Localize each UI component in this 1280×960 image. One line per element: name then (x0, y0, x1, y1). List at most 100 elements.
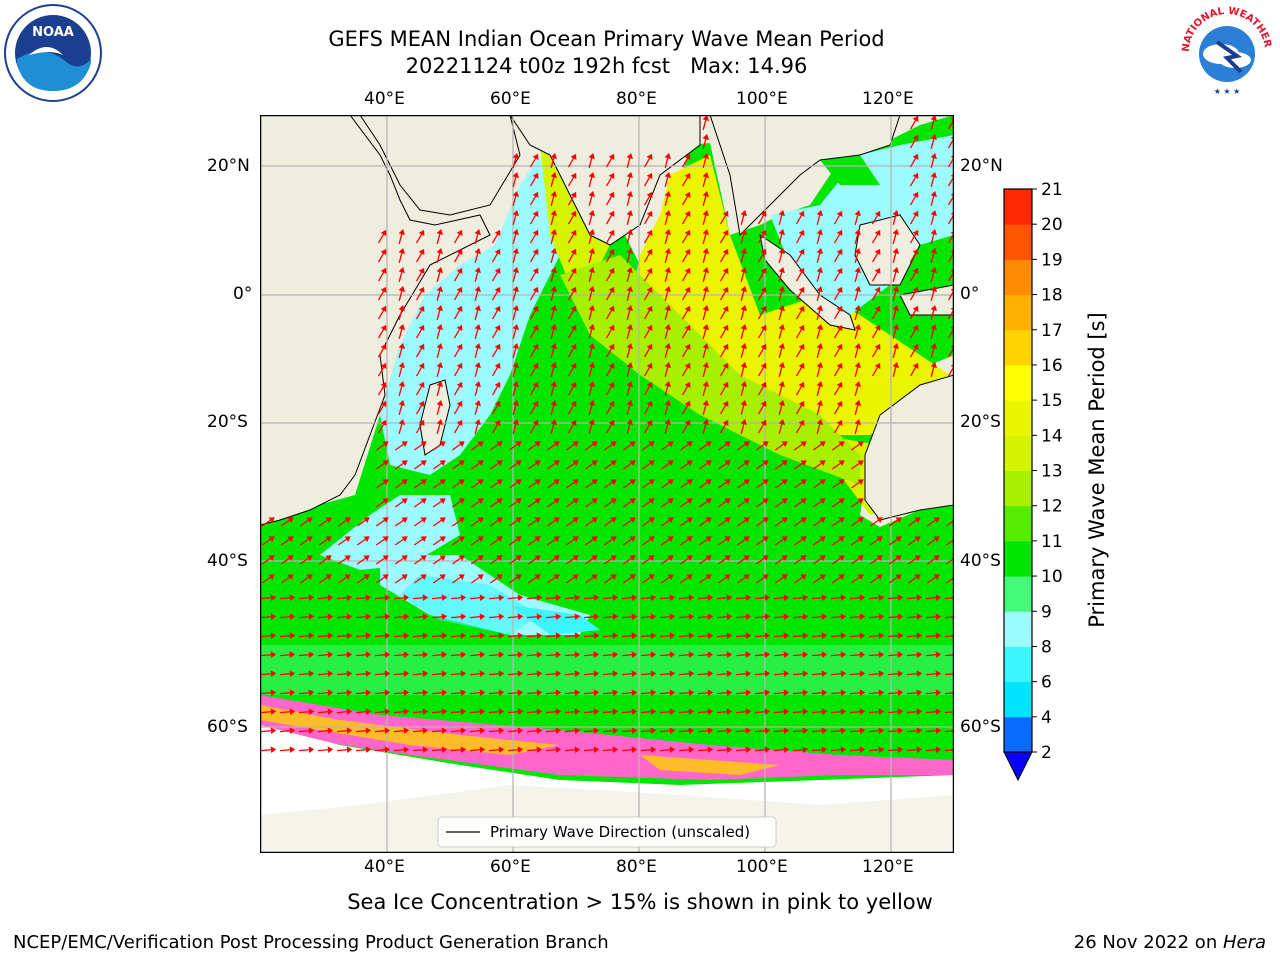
colorbar-ticks: 2 4 6 8 9 10 11 12 13 14 15 16 17 18 19 20 21 (1032, 180, 1063, 763)
wave-arrow-head (398, 400, 405, 407)
wave-arrow-head (722, 400, 729, 408)
wave-arrow-head (646, 419, 653, 427)
wave-arrow-head (762, 536, 769, 543)
wave-arrow-head (722, 381, 729, 389)
wave-arrow-head (439, 441, 446, 448)
wave-arrow-head (477, 574, 484, 581)
sea-ice-band (260, 695, 954, 780)
wave-arrow-head (859, 670, 866, 678)
footer-branch: NCEP/EMC/Verification Post Processing Pr… (13, 932, 609, 953)
wave-arrow-head (608, 362, 615, 370)
wave-arrow-head (859, 594, 866, 602)
wave-arrow-head (688, 708, 695, 716)
wave-arrow-head (439, 555, 446, 562)
wave-arrow-head (897, 727, 904, 735)
wave-arrow-head (705, 479, 712, 486)
wave-arrow-head (344, 555, 351, 562)
wave-arrow-head (840, 727, 847, 735)
wave-arrow-head (608, 381, 615, 389)
wave-arrow-head (933, 536, 940, 543)
wave-arrow-head (555, 708, 562, 716)
wave-arrow-head (740, 400, 747, 407)
wave-arrow-head (629, 479, 636, 486)
wave-arrow-head (764, 689, 771, 697)
wave-arrow-head (608, 324, 615, 332)
wave-arrow-head (650, 727, 657, 735)
wave-arrow-head (854, 400, 861, 407)
wave-arrow-head (401, 460, 408, 467)
wave-arrow-head (821, 670, 828, 678)
wave-arrow-head (745, 670, 752, 678)
wave-arrow-head (456, 305, 463, 313)
colorbar-tick-label: 14 (1041, 426, 1063, 446)
wave-arrow-head (403, 670, 410, 678)
wave-arrow-head (874, 248, 881, 256)
wave-arrow-head (740, 305, 747, 312)
wave-arrow-head (498, 708, 505, 716)
wave-arrow-head (702, 305, 709, 312)
wave-arrow-head (268, 536, 275, 543)
wave-arrow-head (669, 689, 676, 697)
wave-arrow (947, 118, 954, 130)
wave-arrow-head (726, 594, 733, 602)
wave-arrow-head (914, 536, 921, 543)
wave-arrow-head (669, 594, 676, 602)
wave-arrow-head (798, 362, 805, 370)
wave-arrow-head (838, 536, 845, 543)
wave-arrow-head (496, 460, 503, 467)
wave-arrow-head (838, 517, 845, 524)
wave-arrow-head (588, 400, 595, 407)
wave-arrow-head (436, 381, 443, 388)
wave-arrow-head (650, 594, 657, 602)
wave-arrow-head (460, 708, 467, 716)
wave-arrow-head (740, 381, 747, 388)
wave-arrow (947, 365, 954, 377)
wave-arrow-head (536, 727, 543, 735)
colorbar-label: Primary Wave Mean Period [s] (1085, 312, 1109, 628)
wave-arrow-head (722, 267, 729, 275)
lat-tick-right-20s: 20°S (960, 412, 1001, 432)
wave-arrow-head (384, 708, 391, 716)
wave-arrow-head (474, 362, 481, 369)
wave-arrow-head (384, 689, 391, 697)
wave-arrow-head (626, 153, 633, 160)
wave-arrow-head (912, 248, 919, 256)
wave-arrow-head (664, 153, 671, 160)
wave-arrow-head (819, 441, 826, 448)
wave-arrow-head (553, 536, 560, 543)
wave-arrow-head (878, 708, 885, 716)
wave-arrow-head (686, 441, 693, 448)
wave-arrow-head (422, 727, 429, 735)
wave-arrow-head (669, 651, 676, 659)
wave-arrow-head (494, 286, 501, 294)
wave-arrow-head (798, 248, 805, 256)
wave-arrow-head (707, 651, 714, 659)
wave-arrow-head (365, 708, 372, 716)
wave-arrow-head (688, 746, 695, 754)
wave-arrow-head (382, 536, 389, 543)
wave-arrow-head (418, 248, 425, 256)
wave-arrow-head (762, 574, 769, 581)
wave-arrow-head (572, 536, 579, 543)
wave-arrow-head (764, 727, 771, 735)
wave-arrow-head (743, 555, 750, 562)
wave-arrow-head (745, 708, 752, 716)
colorbar: 2 4 6 8 9 10 11 12 13 14 15 16 17 18 19 20 21 (1003, 180, 1063, 782)
wave-arrow-head (496, 574, 503, 581)
wave-arrow-head (722, 305, 729, 313)
wave-arrow-head (593, 708, 600, 716)
lon-tick-top-40e: 40°E (364, 89, 405, 109)
wave-arrow-head (532, 191, 539, 199)
wave-arrow-head (740, 248, 747, 255)
wave-arrow-head (667, 498, 674, 505)
wave-arrow-head (838, 441, 845, 448)
wave-arrow-head (517, 727, 524, 735)
wave-arrow-head (740, 267, 747, 274)
wave-arrow-head (441, 632, 448, 640)
wave-arrow-head (479, 746, 486, 754)
wave-arrow-head (816, 343, 823, 350)
wave-arrow-head (380, 305, 387, 313)
wave-arrow-head (439, 574, 446, 581)
wave-arrow-head (840, 708, 847, 716)
chart-title-line2: 20221124 t00z 192h fcst Max: 14.96 (405, 54, 808, 78)
